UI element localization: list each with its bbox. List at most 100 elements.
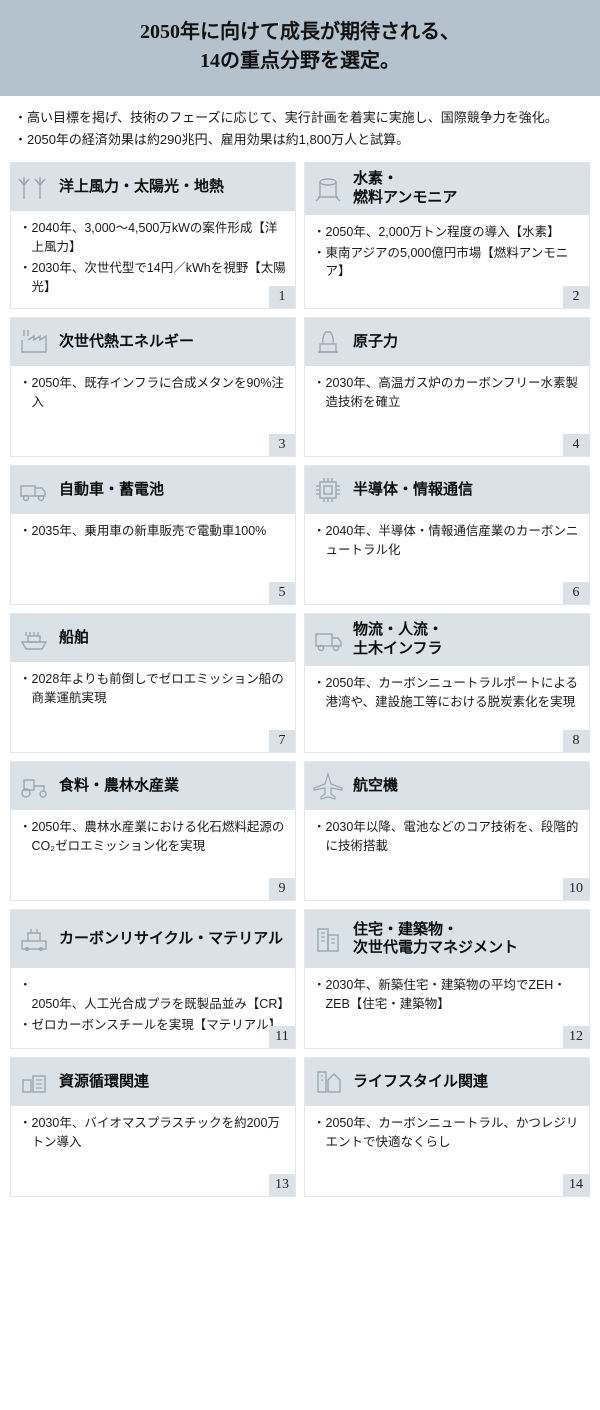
card-title: カーボンリサイクル・マテリアル [59, 930, 283, 949]
card-number: 7 [269, 730, 295, 752]
card-title: 食料・農林水産業 [59, 777, 179, 796]
card-body: 2050年、カーボンニュートラル、かつレジリエントで快適なくらし [305, 1106, 589, 1196]
card-body: 2030年以降、電池などのコア技術を、段階的に技術搭載 [305, 810, 589, 900]
card-bullet: 2040年、3,000～4,500万kWの案件形成【洋上風力】 [19, 219, 287, 257]
card-number: 10 [563, 878, 589, 900]
resource-icon [17, 1065, 51, 1099]
title-block: 2050年に向けて成長が期待される、 14の重点分野を選定。 [0, 0, 600, 96]
card-bullets: 2035年、乗用車の新車販売で電動車100% [19, 522, 287, 541]
card-body: 2050年、人工光合成プラを既製品並み【CR】ゼロカーボンスチールを実現【マテリ… [11, 968, 295, 1048]
card-bullet: 2050年、農林水産業における化石燃料起源のCO₂ゼロエミッション化を実現 [19, 818, 287, 856]
card-5: 自動車・蓄電池 2035年、乗用車の新車販売で電動車100% 5 [10, 465, 296, 605]
card-2: 水素・燃料アンモニア2050年、2,000万トン程度の導入【水素】東南アジアの5… [304, 162, 590, 309]
card-bullets: 2040年、半導体・情報通信産業のカーボンニュートラル化 [313, 522, 581, 560]
card-bullets: 2050年、既存インフラに合成メタンを90%注入 [19, 374, 287, 412]
card-head: 住宅・建築物・次世代電力マネジメント [305, 910, 589, 968]
card-bullet: 2028年よりも前倒しでゼロエミッション船の商業運航実現 [19, 670, 287, 708]
title-line-2: 14の重点分野を選定。 [10, 47, 590, 76]
card-bullet: 2040年、半導体・情報通信産業のカーボンニュートラル化 [313, 522, 581, 560]
card-head: 半導体・情報通信 [305, 466, 589, 514]
building-icon [311, 922, 345, 956]
card-bullets: 2030年、高温ガス炉のカーボンフリー水素製造技術を確立 [313, 374, 581, 412]
tractor-icon [17, 769, 51, 803]
card-bullet: 2030年以降、電池などのコア技術を、段階的に技術搭載 [313, 818, 581, 856]
card-number: 2 [563, 286, 589, 308]
chip-icon [311, 473, 345, 507]
card-bullet: 2050年、既存インフラに合成メタンを90%注入 [19, 374, 287, 412]
card-title: 物流・人流・土木インフラ [353, 621, 443, 659]
card-bullets: 2050年、カーボンニュートラルポートによる港湾や、建設施工等における脱炭素化を… [313, 674, 581, 712]
card-grid: 洋上風力・太陽光・地熱 2040年、3,000～4,500万kWの案件形成【洋上風… [0, 162, 600, 1209]
card-body: 2050年、農林水産業における化石燃料起源のCO₂ゼロエミッション化を実現 [11, 810, 295, 900]
card-bullet: 2030年、高温ガス炉のカーボンフリー水素製造技術を確立 [313, 374, 581, 412]
card-head: 物流・人流・土木インフラ [305, 614, 589, 666]
card-body: 2035年、乗用車の新車販売で電動車100% [11, 514, 295, 604]
card-title: 次世代熱エネルギー [59, 333, 194, 352]
card-11: カーボンリサイクル・マテリアル 2050年、人工光合成プラを既製品並み【CR】ゼロ… [10, 909, 296, 1049]
card-bullets: 2030年、バイオマスプラスチックを約200万トン導入 [19, 1114, 287, 1152]
card-body: 2028年よりも前倒しでゼロエミッション船の商業運航実現 [11, 662, 295, 752]
card-title: 原子力 [353, 333, 398, 352]
card-13: 資源循環関連 2030年、バイオマスプラスチックを約200万トン導入 13 [10, 1057, 296, 1197]
nuclear-icon [311, 325, 345, 359]
card-body: 2050年、既存インフラに合成メタンを90%注入 [11, 366, 295, 456]
recycle-icon [17, 922, 51, 956]
card-3: 次世代熱エネルギー 2050年、既存インフラに合成メタンを90%注入 3 [10, 317, 296, 457]
card-6: 半導体・情報通信2040年、半導体・情報通信産業のカーボンニュートラル化6 [304, 465, 590, 605]
card-number: 3 [269, 434, 295, 456]
intro-list: 高い目標を掲げ、技術のフェーズに応じて、実行計画を着実に実施し、国際競争力を強化… [14, 108, 586, 150]
card-body: 2030年、バイオマスプラスチックを約200万トン導入 [11, 1106, 295, 1196]
lifestyle-icon [311, 1065, 345, 1099]
card-title: 水素・燃料アンモニア [353, 170, 457, 208]
card-head: ライフスタイル関連 [305, 1058, 589, 1106]
truck-battery-icon [17, 473, 51, 507]
card-head: 航空機 [305, 762, 589, 810]
card-head: 資源循環関連 [11, 1058, 295, 1106]
card-number: 12 [563, 1026, 589, 1048]
card-12: 住宅・建築物・次世代電力マネジメント 2030年、新築住宅・建築物の平均でZEH・… [304, 909, 590, 1049]
card-bullet: ゼロカーボンスチールを実現【マテリアル】 [19, 1016, 287, 1035]
card-bullets: 2030年以降、電池などのコア技術を、段階的に技術搭載 [313, 818, 581, 856]
card-bullets: 2028年よりも前倒しでゼロエミッション船の商業運航実現 [19, 670, 287, 708]
intro-block: 高い目標を掲げ、技術のフェーズに応じて、実行計画を着実に実施し、国際競争力を強化… [0, 96, 600, 162]
card-7: 船舶 2028年よりも前倒しでゼロエミッション船の商業運航実現 7 [10, 613, 296, 753]
card-1: 洋上風力・太陽光・地熱 2040年、3,000～4,500万kWの案件形成【洋上風… [10, 162, 296, 309]
card-bullets: 2050年、農林水産業における化石燃料起源のCO₂ゼロエミッション化を実現 [19, 818, 287, 856]
card-title: 洋上風力・太陽光・地熱 [59, 178, 224, 197]
card-title: 住宅・建築物・次世代電力マネジメント [353, 921, 518, 959]
card-head: 原子力 [305, 318, 589, 366]
card-head: 洋上風力・太陽光・地熱 [11, 163, 295, 211]
card-bullet: 2030年、新築住宅・建築物の平均でZEH・ZEB【住宅・建築物】 [313, 976, 581, 1014]
ship-icon [17, 621, 51, 655]
tank-icon [311, 172, 345, 206]
card-head: 船舶 [11, 614, 295, 662]
card-bullet: 2050年、2,000万トン程度の導入【水素】 [313, 223, 581, 242]
card-number: 11 [269, 1026, 295, 1048]
card-bullets: 2030年、新築住宅・建築物の平均でZEH・ZEB【住宅・建築物】 [313, 976, 581, 1014]
card-body: 2040年、3,000～4,500万kWの案件形成【洋上風力】2030年、次世代… [11, 211, 295, 308]
card-number: 8 [563, 730, 589, 752]
card-bullets: 2040年、3,000～4,500万kWの案件形成【洋上風力】2030年、次世代… [19, 219, 287, 296]
card-bullet: 2050年、カーボンニュートラル、かつレジリエントで快適なくらし [313, 1114, 581, 1152]
card-title: ライフスタイル関連 [353, 1073, 488, 1092]
card-number: 4 [563, 434, 589, 456]
card-title: 航空機 [353, 777, 398, 796]
title-line-1: 2050年に向けて成長が期待される、 [10, 18, 590, 47]
card-number: 5 [269, 582, 295, 604]
card-head: 次世代熱エネルギー [11, 318, 295, 366]
card-10: 航空機 2030年以降、電池などのコア技術を、段階的に技術搭載 10 [304, 761, 590, 901]
airplane-icon [311, 769, 345, 803]
card-4: 原子力 2030年、高温ガス炉のカーボンフリー水素製造技術を確立 4 [304, 317, 590, 457]
card-body: 2050年、カーボンニュートラルポートによる港湾や、建設施工等における脱炭素化を… [305, 666, 589, 753]
card-8: 物流・人流・土木インフラ 2050年、カーボンニュートラルポートによる港湾や、建設… [304, 613, 590, 753]
card-bullet: 2050年、人工光合成プラを既製品並み【CR】 [19, 976, 287, 1014]
card-title: 船舶 [59, 629, 89, 648]
card-bullet: 2035年、乗用車の新車販売で電動車100% [19, 522, 287, 541]
card-head: 食料・農林水産業 [11, 762, 295, 810]
card-number: 13 [269, 1174, 295, 1196]
intro-item: 高い目標を掲げ、技術のフェーズに応じて、実行計画を着実に実施し、国際競争力を強化… [14, 108, 586, 128]
card-number: 1 [269, 286, 295, 308]
card-head: 自動車・蓄電池 [11, 466, 295, 514]
card-body: 2040年、半導体・情報通信産業のカーボンニュートラル化 [305, 514, 589, 604]
card-body: 2030年、高温ガス炉のカーボンフリー水素製造技術を確立 [305, 366, 589, 456]
